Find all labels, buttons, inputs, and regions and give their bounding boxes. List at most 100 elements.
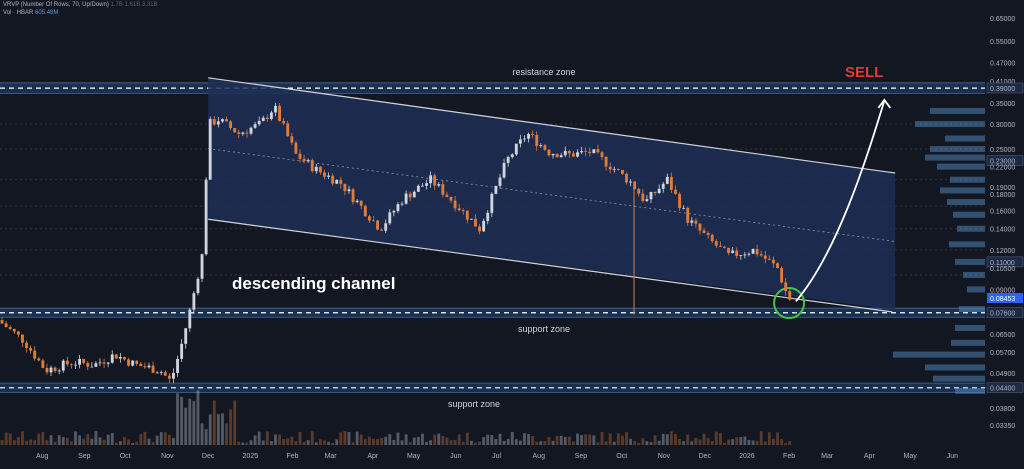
volume-bar	[510, 431, 514, 445]
volume-bar	[743, 436, 747, 445]
volume-bar	[118, 441, 122, 445]
time-tick-label: Sep	[575, 453, 588, 460]
volume-profile-row	[940, 187, 985, 194]
volume-bar	[629, 438, 633, 445]
volume-bar	[278, 434, 282, 445]
current-price-badge	[987, 293, 1023, 304]
volume-profile-row	[967, 286, 985, 293]
volume-bar	[755, 440, 759, 445]
candle-body	[151, 365, 155, 373]
volume-profile-row	[893, 351, 985, 358]
volume-bar	[200, 423, 204, 445]
volume-bar	[482, 437, 486, 445]
volume-profile-row	[945, 135, 985, 142]
time-tick-label: Feb	[286, 453, 298, 460]
candle-body	[723, 246, 726, 248]
volume-bar	[147, 438, 151, 445]
volume-profile-row	[937, 163, 985, 170]
volume-bars	[0, 107, 985, 445]
volume-bar	[563, 436, 567, 445]
volume-bar	[702, 433, 706, 445]
candle-body	[331, 175, 335, 184]
candle-body	[225, 119, 228, 122]
volume-bar	[559, 435, 563, 445]
volume-bar	[588, 434, 592, 445]
volume-bar	[212, 400, 216, 445]
candles	[0, 102, 792, 384]
candle-body	[678, 193, 681, 209]
price-tick-label: 0.14000	[990, 227, 1015, 234]
candle-body	[633, 181, 637, 189]
candle-body	[302, 158, 306, 162]
volume-bar	[21, 431, 24, 445]
candle-body	[396, 204, 400, 212]
volume-bar	[245, 442, 249, 445]
volume-profile-row	[925, 364, 985, 371]
volume-bar	[751, 440, 755, 445]
candle-body	[718, 245, 722, 247]
volume-bar	[74, 431, 77, 445]
candle-body	[216, 121, 220, 125]
candle-body	[572, 153, 575, 157]
volume-profile-row	[959, 306, 985, 313]
candle-body	[543, 145, 547, 150]
candle-body	[425, 183, 428, 186]
volume-bar	[208, 414, 212, 445]
candle-body	[25, 342, 28, 349]
candle-body	[167, 375, 171, 379]
candle-body	[323, 172, 326, 177]
volume-bar	[539, 441, 543, 445]
volume-bar	[237, 441, 241, 445]
volume-bar	[669, 431, 673, 445]
candle-body	[421, 185, 424, 187]
candle-body	[233, 128, 237, 133]
volume-bar	[155, 435, 159, 445]
price-tick-label: 0.23000	[990, 159, 1015, 166]
candle-body	[727, 247, 730, 253]
candle-body	[212, 119, 216, 125]
candle-body	[294, 142, 298, 154]
volume-bar	[314, 442, 318, 445]
volume-bar	[221, 413, 224, 445]
volume-bar	[69, 441, 73, 445]
candle-body	[445, 194, 449, 197]
volume-bar	[604, 441, 608, 445]
volume-bar	[502, 440, 506, 445]
candle-body	[347, 189, 351, 192]
candle-body	[367, 216, 371, 221]
volume-bar	[12, 440, 16, 445]
volume-bar	[527, 433, 530, 445]
time-tick-label: Oct	[616, 453, 627, 460]
volume-bar	[555, 435, 559, 445]
volume-bar	[763, 441, 767, 445]
candle-body	[57, 370, 61, 372]
candle-body	[176, 358, 179, 373]
candle-body	[172, 372, 175, 379]
volume-bar	[694, 437, 698, 445]
candle-body	[363, 205, 367, 217]
candle-body	[237, 132, 241, 134]
candle-body	[274, 105, 277, 113]
candle-body	[33, 350, 37, 359]
channel-upper-line	[208, 77, 896, 174]
candle-body	[588, 151, 592, 154]
candle-body	[494, 185, 498, 194]
volume-profile-row	[963, 271, 985, 278]
candle-body	[637, 188, 641, 194]
time-tick-label: Sep	[78, 453, 91, 460]
volume-bar	[735, 437, 739, 445]
volume-bar	[457, 434, 461, 445]
candle-body	[110, 354, 114, 363]
volume-bar	[592, 435, 596, 445]
candle-body	[404, 193, 408, 204]
price-tick-label: 0.07600	[990, 311, 1015, 318]
channel	[208, 77, 896, 320]
candle-body	[437, 184, 441, 186]
support-zone-lower	[0, 383, 985, 393]
volume-bar	[706, 437, 710, 445]
time-tick-label: Aug	[36, 453, 49, 460]
candle-body	[314, 166, 318, 172]
volume-bar	[286, 438, 290, 445]
level-badge	[986, 155, 1024, 166]
